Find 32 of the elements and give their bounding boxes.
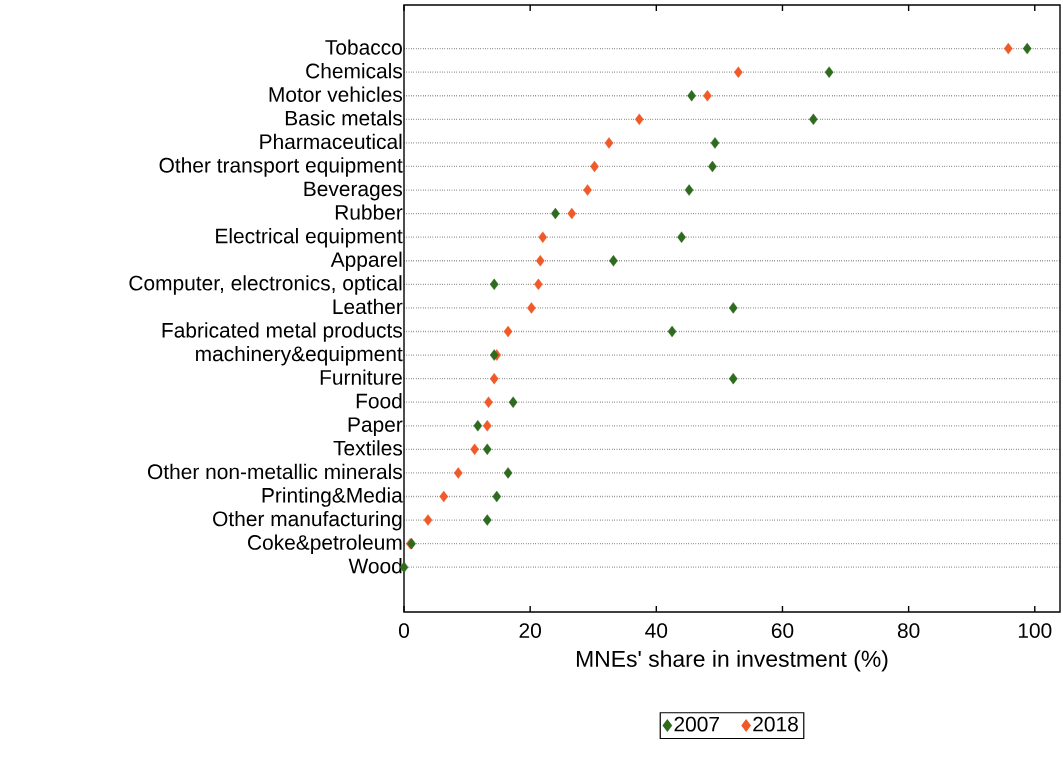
x-tick-label: 60 [771, 623, 794, 638]
legend-label: 2018 [753, 716, 798, 732]
y-tick-label: Motor vehicles [269, 86, 403, 102]
y-tick-label: Computer, electronics, optical [129, 275, 402, 295]
x-tick-label: 20 [519, 623, 541, 638]
y-tick-label: Electrical equipment [216, 228, 403, 248]
y-tick-label: Leather [333, 298, 403, 315]
y-tick-label: Textiles [333, 440, 403, 456]
y-tick-label: Wood [348, 558, 402, 574]
y-tick-label: Food [356, 393, 402, 409]
y-tick-label: Paper [348, 417, 403, 437]
x-tick-label: 80 [897, 623, 920, 638]
y-tick-label: Other transport equipment [159, 157, 403, 177]
y-tick-label: Pharmaceutical [260, 133, 402, 150]
legend-label: 2007 [674, 716, 719, 732]
y-tick-label: Fabricated metal products [162, 322, 402, 342]
y-tick-label: Apparel [330, 251, 402, 272]
y-tick-label: Other non-metallic minerals [147, 463, 402, 480]
y-tick-label: Other manufacturing [213, 510, 402, 531]
y-tick-label: Chemicals [306, 63, 403, 79]
x-tick-label: 100 [1018, 623, 1052, 638]
y-tick-label: Tobacco [325, 39, 402, 55]
x-tick-label: 40 [645, 623, 668, 638]
x-tick-label: 0 [399, 623, 409, 638]
y-tick-label: Furniture [320, 369, 402, 385]
y-tick-label: Printing&Media [262, 487, 403, 507]
x-axis-title: MNEs' share in investment (%) [576, 650, 888, 672]
y-tick-label: Beverages [304, 181, 403, 201]
y-tick-label: Coke&petroleum [248, 534, 402, 554]
y-tick-label: Rubber [335, 204, 403, 220]
y-tick-label: Basic metals [285, 110, 403, 126]
y-tick-label: machinery&equipment [196, 345, 403, 366]
